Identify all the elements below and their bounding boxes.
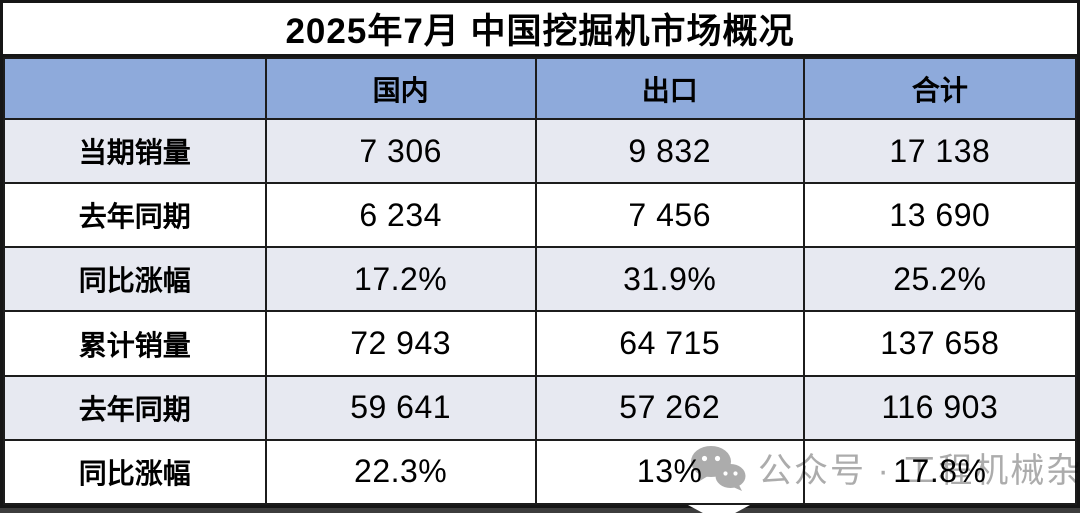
value-cell: 13% bbox=[534, 438, 805, 506]
header-cell-blank bbox=[3, 57, 267, 120]
table-row-yoy-growth-cumulative: 同比涨幅 22.3% 13% 17.8% bbox=[3, 438, 1078, 506]
table-row-current-sales: 当期销量 7 306 9 832 17 138 bbox=[3, 117, 1078, 185]
row-label: 同比涨幅 bbox=[3, 246, 267, 313]
row-label: 当期销量 bbox=[3, 117, 267, 185]
value-cell: 9 832 bbox=[534, 117, 805, 185]
data-table: 国内 出口 合计 当期销量 7 306 9 832 17 138 去年同期 6 … bbox=[3, 57, 1078, 506]
header-row: 国内 出口 合计 bbox=[3, 57, 1078, 120]
bottom-edge-notch bbox=[688, 505, 750, 513]
row-label: 同比涨幅 bbox=[3, 438, 267, 506]
value-cell: 72 943 bbox=[264, 310, 537, 377]
page-title: 2025年7月 中国挖掘机市场概况 bbox=[3, 3, 1077, 57]
value-cell: 31.9% bbox=[534, 246, 805, 313]
value-cell: 57 262 bbox=[534, 374, 805, 441]
value-cell: 7 306 bbox=[264, 117, 537, 185]
row-label: 去年同期 bbox=[3, 182, 267, 249]
value-cell: 64 715 bbox=[534, 310, 805, 377]
value-cell: 59 641 bbox=[264, 374, 537, 441]
value-cell: 22.3% bbox=[264, 438, 537, 506]
header-cell-total: 合计 bbox=[802, 57, 1078, 120]
table-row-yoy-growth: 同比涨幅 17.2% 31.9% 25.2% bbox=[3, 246, 1078, 313]
value-cell: 6 234 bbox=[264, 182, 537, 249]
header-cell-export: 出口 bbox=[534, 57, 805, 120]
value-cell: 25.2% bbox=[802, 246, 1078, 313]
value-cell: 17.2% bbox=[264, 246, 537, 313]
value-cell: 17 138 bbox=[802, 117, 1078, 185]
value-cell: 137 658 bbox=[802, 310, 1078, 377]
value-cell: 17.8% bbox=[802, 438, 1078, 506]
bottom-edge-bar bbox=[0, 508, 1080, 513]
value-cell: 7 456 bbox=[534, 182, 805, 249]
value-cell: 13 690 bbox=[802, 182, 1078, 249]
row-label: 去年同期 bbox=[3, 374, 267, 441]
table-row-cumulative-sales: 累计销量 72 943 64 715 137 658 bbox=[3, 310, 1078, 377]
table-row-last-year-same-period-cumulative: 去年同期 59 641 57 262 116 903 bbox=[3, 374, 1078, 441]
value-cell: 116 903 bbox=[802, 374, 1078, 441]
header-cell-domestic: 国内 bbox=[264, 57, 537, 120]
row-label: 累计销量 bbox=[3, 310, 267, 377]
table-row-last-year-same-period: 去年同期 6 234 7 456 13 690 bbox=[3, 182, 1078, 249]
